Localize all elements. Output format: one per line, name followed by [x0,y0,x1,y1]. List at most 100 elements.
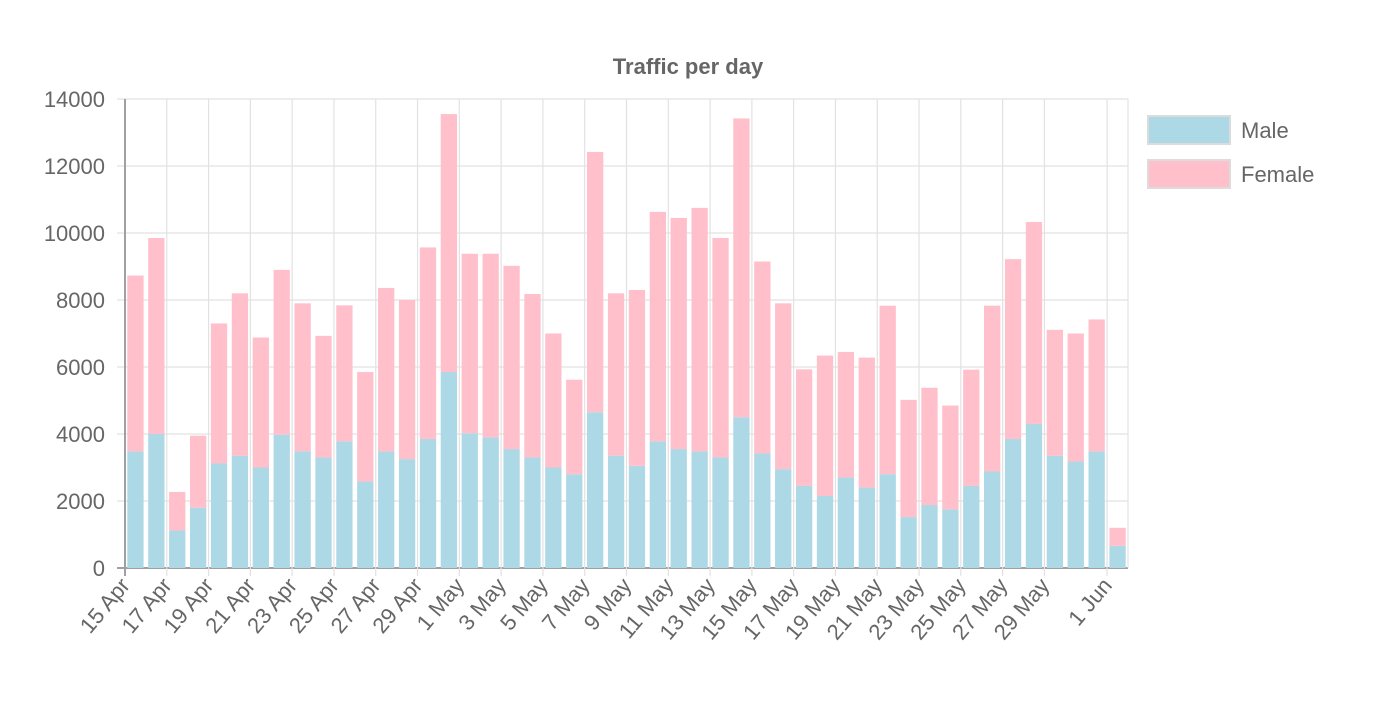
legend-swatch-female[interactable] [1147,159,1231,189]
bar-female[interactable] [628,289,646,466]
bar-female[interactable] [858,357,875,488]
bar-male[interactable] [148,434,165,568]
bar-male[interactable] [1067,461,1084,568]
bar-male[interactable] [775,469,792,568]
bar-female[interactable] [691,207,708,452]
bar-male[interactable] [210,463,228,568]
bar-female[interactable] [148,238,165,434]
bar-female[interactable] [1109,527,1126,546]
bar-male[interactable] [795,485,813,568]
bar-female[interactable] [984,305,1001,472]
bar-female[interactable] [357,372,374,482]
bar-female[interactable] [294,303,311,452]
bar-male[interactable] [1004,439,1022,568]
bar-female[interactable] [733,118,750,418]
bar-male[interactable] [754,453,771,568]
bar-female[interactable] [169,491,186,531]
bar-male[interactable] [879,474,896,568]
bar-female[interactable] [837,351,855,478]
bar-female[interactable] [336,305,353,442]
bar-female[interactable] [1046,329,1064,456]
bar-male[interactable] [273,434,290,568]
bar-male[interactable] [1046,455,1064,568]
bar-male[interactable] [231,455,249,568]
bar-female[interactable] [963,369,980,486]
bar-male[interactable] [1109,545,1126,568]
bar-male[interactable] [189,507,207,568]
bar-female[interactable] [1025,221,1043,424]
bar-male[interactable] [733,417,750,568]
bar-male[interactable] [963,485,980,568]
bar-male[interactable] [440,372,458,568]
bar-male[interactable] [1088,451,1105,568]
bar-male[interactable] [858,487,875,568]
bar-female[interactable] [503,265,520,450]
bar-female[interactable] [545,333,562,468]
bar-female[interactable] [712,238,729,458]
bar-female[interactable] [231,293,249,456]
bar-female[interactable] [816,355,834,496]
bar-male[interactable] [628,465,646,568]
bar-male[interactable] [921,505,938,568]
bar-female[interactable] [900,399,917,518]
bar-female[interactable] [398,300,416,460]
bar-female[interactable] [1004,259,1022,440]
bar-female[interactable] [649,211,666,442]
bar-female[interactable] [252,337,269,468]
bar-female[interactable] [795,369,813,486]
bar-female[interactable] [419,247,437,440]
bar-female[interactable] [378,287,395,452]
bar-male[interactable] [900,517,917,568]
bar-male[interactable] [524,457,541,568]
bar-male[interactable] [169,530,186,568]
bar-female[interactable] [921,387,938,506]
bar-male[interactable] [1025,423,1043,568]
bar-female[interactable] [754,261,771,454]
legend-label-female[interactable]: Female [1241,162,1314,187]
legend-label-male[interactable]: Male [1241,118,1289,143]
bar-female[interactable] [524,293,541,458]
bar-female[interactable] [315,335,332,458]
bar-male[interactable] [378,451,395,568]
bar-female[interactable] [670,217,687,450]
legend[interactable]: Male Female [1147,115,1314,189]
bar-male[interactable] [670,449,687,568]
bar-female[interactable] [879,305,896,475]
bar-male[interactable] [357,481,374,568]
bar-female[interactable] [273,269,290,435]
bar-male[interactable] [252,467,269,569]
bar-male[interactable] [127,451,144,568]
bar-male[interactable] [503,449,520,568]
bar-female[interactable] [566,379,583,475]
bar-male[interactable] [336,441,353,568]
bar-female[interactable] [210,323,228,464]
bar-male[interactable] [398,459,416,568]
bar-male[interactable] [545,467,562,569]
bar-female[interactable] [775,303,792,470]
bar-male[interactable] [566,474,583,568]
bar-male[interactable] [837,477,855,568]
bar-male[interactable] [942,509,959,568]
bar-female[interactable] [127,275,144,452]
bar-female[interactable] [587,151,604,413]
bar-male[interactable] [419,439,437,568]
bar-male[interactable] [482,437,499,568]
bar-female[interactable] [1088,319,1105,452]
bar-female[interactable] [482,253,499,438]
bar-female[interactable] [189,435,207,508]
bar-male[interactable] [984,471,1001,568]
bar-male[interactable] [607,455,625,568]
legend-swatch-male[interactable] [1147,115,1231,145]
bar-female[interactable] [440,114,458,373]
bar-male[interactable] [294,451,311,568]
bar-female[interactable] [461,253,478,434]
bar-female[interactable] [1067,333,1084,462]
bar-male[interactable] [649,441,666,568]
bar-male[interactable] [587,412,604,568]
bar-male[interactable] [461,433,478,568]
bar-female[interactable] [607,293,625,456]
bar-male[interactable] [816,495,834,568]
bar-male[interactable] [691,451,708,568]
bar-male[interactable] [315,457,332,568]
bar-female[interactable] [942,405,959,510]
